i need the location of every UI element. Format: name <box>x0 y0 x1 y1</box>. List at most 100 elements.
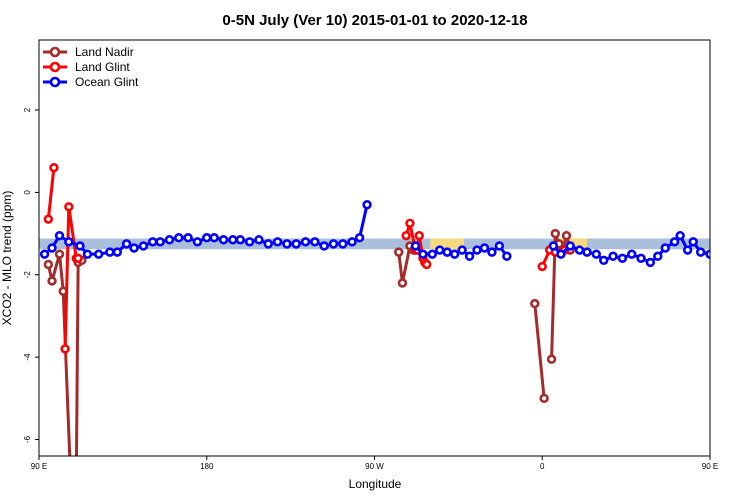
x-tick-label-4: 90 E <box>702 462 718 471</box>
x-tick-label-0: 90 E <box>31 462 47 471</box>
ocean-glint-point-1-10 <box>487 247 497 257</box>
ocean-glint-point-0-30 <box>310 237 320 247</box>
y-tick-label-2: -2 <box>23 271 32 279</box>
land-nadir-point-4-0 <box>546 354 557 364</box>
land-glint-point-3-0 <box>537 261 547 272</box>
ocean-glint-point-2-13 <box>660 243 670 253</box>
ocean-glint-point-0-35 <box>354 233 365 243</box>
ocean-glint-point-2-15 <box>675 230 685 241</box>
land-nadir-point-3-0 <box>530 298 540 309</box>
land-nadir-line-1 <box>74 259 83 456</box>
ocean-glint-point-0-20 <box>218 235 229 245</box>
y-tick-label-1: 0 <box>23 190 32 195</box>
land-glint-point-1-0 <box>60 344 70 354</box>
ocean-glint-point-0-28 <box>291 239 301 249</box>
y-axis: 2 0 -2 -4 -6 <box>23 107 39 443</box>
series-ocean-glint <box>39 200 743 268</box>
ocean-glint-point-2-7 <box>608 251 618 261</box>
ocean-glint-point-3-0 <box>720 245 727 252</box>
ocean-glint-point-2-16 <box>682 245 693 255</box>
ocean-glint-point-0-8 <box>112 247 122 257</box>
x-axis-label: Longitude <box>349 477 402 491</box>
ocean-glint-point-2-6 <box>599 255 609 266</box>
land-glint-point-2-0 <box>401 230 411 241</box>
ocean-glint-point-0-14 <box>164 235 175 245</box>
ocean-glint-point-0-13 <box>155 237 165 247</box>
ocean-glint-point-0-7 <box>105 247 115 257</box>
ocean-glint-point-1-9 <box>479 243 490 253</box>
ocean-glint-point-0-16 <box>183 233 193 243</box>
land-nadir-point-3-1 <box>539 393 549 404</box>
ocean-glint-point-1-1 <box>418 249 428 259</box>
ocean-glint-point-0-24 <box>254 235 264 245</box>
land-glint-line-0 <box>46 167 56 220</box>
ocean-glint-point-3-2 <box>736 238 743 245</box>
band-1-segment-0 <box>430 238 464 250</box>
ocean-glint-point-1-5 <box>449 249 460 259</box>
ocean-glint-point-0-22 <box>235 235 246 245</box>
ocean-glint-point-0-19 <box>209 233 219 243</box>
ocean-glint-point-1-6 <box>457 245 467 255</box>
ocean-glint-point-0-4 <box>75 241 85 251</box>
legend-marker-land-nadir <box>49 46 61 58</box>
ocean-glint-point-2-9 <box>627 249 637 259</box>
ocean-glint-point-0-23 <box>244 237 255 247</box>
ocean-glint-point-2-17 <box>688 237 698 247</box>
ocean-glint-point-1-4 <box>442 247 452 257</box>
ocean-glint-point-0-2 <box>54 230 65 241</box>
ocean-glint-point-2-11 <box>645 257 656 268</box>
ocean-glint-point-2-3 <box>574 245 585 255</box>
ocean-glint-point-1-2 <box>427 249 437 259</box>
legend-marker-land-glint <box>49 61 61 73</box>
ocean-glint-point-0-25 <box>263 239 273 249</box>
chart-title: 0-5N July (Ver 10) 2015-01-01 to 2020-12… <box>222 12 527 29</box>
ocean-glint-point-1-0 <box>410 241 421 251</box>
land-glint-point-5-0 <box>740 346 747 353</box>
ocean-glint-point-1-3 <box>435 245 445 255</box>
ocean-glint-point-0-17 <box>192 237 203 247</box>
land-nadir-point-5-1 <box>727 278 734 285</box>
ocean-glint-point-1-8 <box>472 245 482 255</box>
ocean-glint-point-2-4 <box>582 247 592 257</box>
ocean-glint-point-0-32 <box>328 239 339 249</box>
land-glint-point-2-1 <box>405 218 415 228</box>
ocean-glint-point-0-1 <box>47 243 57 253</box>
ocean-glint-point-0-3 <box>64 237 74 247</box>
land-glint-point-2-4 <box>414 230 424 241</box>
series-land-nadir <box>43 228 749 481</box>
ocean-glint-point-0-29 <box>300 237 311 247</box>
x-tick-label-1: 180 <box>200 462 214 471</box>
land-nadir-point-5-2 <box>735 251 742 258</box>
data-series <box>39 162 750 481</box>
ocean-glint-point-2-14 <box>669 237 680 247</box>
land-nadir-line-5 <box>727 254 749 481</box>
land-glint-point-4-1 <box>729 164 736 171</box>
ocean-glint-point-1-7 <box>464 251 475 261</box>
ocean-glint-point-1-12 <box>502 251 512 261</box>
ocean-glint-point-0-0 <box>39 249 50 259</box>
ocean-glint-point-0-6 <box>93 249 104 259</box>
ocean-glint-point-3-1 <box>727 232 734 239</box>
land-nadir-point-2-1 <box>397 278 408 288</box>
ocean-glint-point-2-0 <box>548 241 559 251</box>
x-axis: 90 E 180 90 W 0 90 E <box>31 456 718 471</box>
legend-label-land-glint: Land Glint <box>75 60 130 74</box>
land-nadir-point-0-2 <box>54 249 65 259</box>
y-axis-label: XCO2 - MLO trend (ppm) <box>0 191 14 326</box>
ocean-glint-point-0-31 <box>319 241 329 251</box>
ocean-glint-point-0-5 <box>82 249 93 259</box>
ocean-glint-point-0-11 <box>138 241 149 251</box>
land-glint-point-2-7 <box>421 259 432 270</box>
land-glint-line-5 <box>744 207 750 349</box>
ocean-glint-point-0-10 <box>129 243 139 253</box>
ocean-glint-point-2-18 <box>695 247 706 257</box>
ocean-glint-point-1-11 <box>494 241 505 251</box>
ocean-glint-point-2-2 <box>565 241 575 251</box>
land-nadir-point-5-0 <box>723 261 730 268</box>
land-nadir-point-0-1 <box>47 276 57 286</box>
land-nadir-point-4-1 <box>550 228 560 239</box>
legend-label-ocean-glint: Ocean Glint <box>75 75 139 89</box>
x-tick-label-2: 90 W <box>365 462 384 471</box>
